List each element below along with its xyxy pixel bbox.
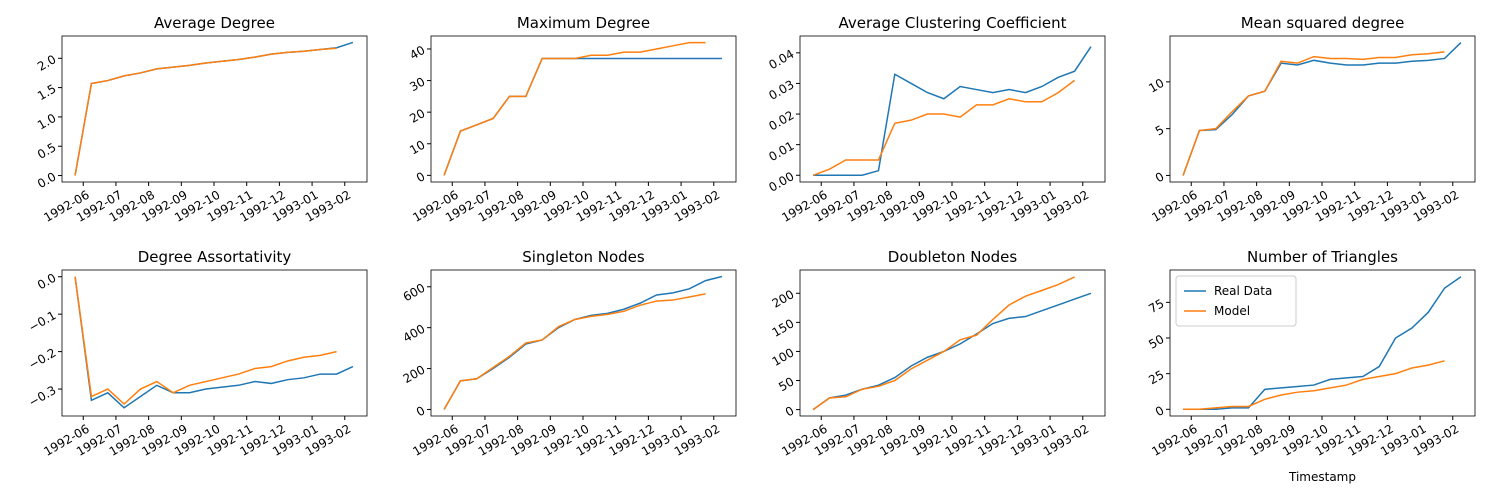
- y-tick-label: 20: [407, 106, 427, 126]
- data-line: [1183, 360, 1445, 411]
- legend-box: [1175, 275, 1297, 327]
- subplot-title: Number of Triangles: [1247, 248, 1398, 266]
- y-tick-label: 400: [401, 322, 428, 346]
- y-tick-label: 50: [1146, 332, 1166, 352]
- data-line: [1182, 51, 1445, 176]
- y-tick-label: 0: [1153, 169, 1167, 185]
- axes-frame: [1169, 35, 1476, 183]
- subplot-title: Degree Assortativity: [138, 248, 292, 266]
- y-tick-label: 0: [783, 404, 797, 420]
- data-line: [443, 293, 706, 410]
- y-tick-label: 50: [776, 374, 796, 394]
- axes-frame: [1169, 269, 1476, 417]
- subplot-title: Doubleton Nodes: [888, 248, 1018, 266]
- data-line: [443, 41, 706, 176]
- axes-frame: [430, 269, 737, 417]
- data-line: [813, 46, 1092, 177]
- data-line: [443, 57, 722, 176]
- y-tick-label: −0.2: [26, 346, 58, 373]
- data-line: [443, 275, 723, 410]
- y-tick-label: 10: [407, 138, 427, 158]
- y-tick-label: 30: [407, 74, 427, 94]
- axes-frame: [799, 35, 1106, 183]
- y-tick-label: 0.00: [766, 169, 796, 194]
- y-tick-label: 0: [1153, 403, 1167, 419]
- y-tick-label: 0.0: [35, 271, 59, 293]
- axes-frame: [61, 35, 368, 183]
- y-tick-label: −0.3: [26, 383, 58, 410]
- legend-label: Real Data: [1214, 284, 1272, 298]
- y-tick-label: 0.01: [766, 139, 796, 164]
- y-tick-label: 25: [1146, 368, 1166, 388]
- y-tick-label: 75: [1146, 296, 1166, 316]
- y-tick-label: 100: [770, 345, 797, 369]
- y-tick-label: 40: [407, 43, 427, 63]
- data-line: [1183, 276, 1462, 411]
- y-tick-label: 0.5: [35, 140, 59, 162]
- y-tick-label: 0.04: [766, 47, 796, 72]
- subplot-title: Average Degree: [154, 14, 275, 32]
- y-tick-label: 2.0: [35, 52, 59, 74]
- subplot-title: Maximum Degree: [517, 14, 650, 32]
- subplot-title: Singleton Nodes: [522, 248, 645, 266]
- y-tick-label: 1.0: [35, 111, 59, 133]
- data-line: [1182, 42, 1462, 176]
- y-tick-label: 0.0: [35, 169, 59, 191]
- y-tick-label: 10: [1146, 76, 1166, 96]
- y-tick-label: 600: [401, 281, 428, 305]
- data-line: [812, 79, 1076, 176]
- y-tick-label: 0.03: [766, 77, 796, 102]
- data-line: [74, 276, 337, 406]
- y-tick-label: 150: [770, 316, 797, 340]
- y-tick-label: 0: [414, 169, 428, 185]
- axes-frame: [430, 35, 737, 183]
- legend-label: Model: [1214, 304, 1250, 318]
- y-tick-label: 0.02: [766, 108, 796, 133]
- y-tick-label: 5: [1153, 123, 1167, 139]
- axes-frame: [61, 269, 368, 417]
- data-line: [74, 47, 337, 176]
- data-line: [74, 276, 354, 409]
- y-tick-label: 200: [770, 287, 797, 311]
- y-tick-label: 200: [401, 362, 428, 386]
- y-tick-label: −0.1: [26, 308, 58, 335]
- y-tick-label: 1.5: [35, 82, 59, 104]
- subplot-title: Mean squared degree: [1241, 14, 1405, 32]
- x-axis-label: Timestamp: [1288, 470, 1356, 484]
- axes-frame: [799, 269, 1106, 417]
- data-line: [812, 276, 1075, 411]
- y-tick-label: 0: [414, 403, 428, 419]
- subplot-title: Average Clustering Coefficient: [839, 14, 1067, 32]
